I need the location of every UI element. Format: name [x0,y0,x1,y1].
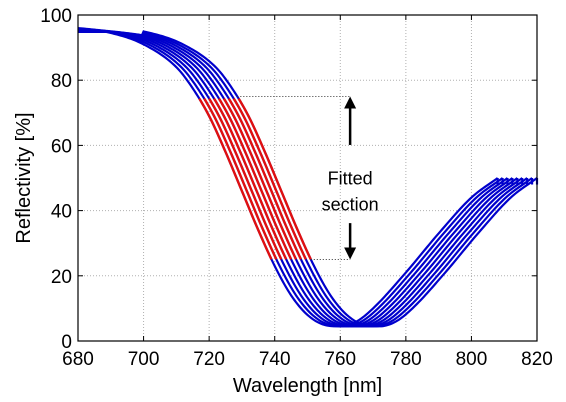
x-tick-label: 820 [521,349,553,370]
fitted-label-line1: Fitted [328,169,373,189]
plot-frame [77,14,538,342]
x-tick-label: 780 [390,349,422,370]
reflectivity-curve [78,28,518,328]
x-tick-label: 740 [259,349,291,370]
y-tick-label: 60 [51,136,72,157]
fitted-segment [222,97,298,260]
x-axis-label: Wavelength [nm] [233,375,382,397]
x-tick-label: 800 [456,349,488,370]
reflectivity-curve [77,26,499,328]
y-axis-label: Reflectivity [%] [13,112,35,243]
fitted-segment [227,97,303,260]
fitted-segment [217,97,293,260]
reflectivity-curve [78,27,509,328]
x-tick-label: 680 [62,349,94,370]
x-tick-label: 700 [128,349,160,370]
down-arrow-head [344,247,357,260]
reflectivity-curve [78,29,523,328]
up-arrow-head [344,96,357,109]
reflectivity-curve [78,27,504,328]
y-tick-label: 20 [51,267,72,288]
fitted-label-line2: section [322,195,379,215]
reflectivity-curve [78,29,528,328]
y-tick-label: 80 [51,71,72,92]
fitted-segment [198,97,273,260]
curve-layer [77,26,539,328]
reflectivity-curve [78,28,514,328]
axis-layer: 680 700 720 740 760 780 800 820 0 20 40 60 80 100 [40,6,553,370]
fitted-segment [232,97,307,260]
reflectivity-curve [78,30,533,328]
y-tick-label: 100 [40,6,72,27]
fitted-segment [203,97,278,260]
y-tick-label: 0 [61,332,72,353]
fitted-segment [237,97,312,260]
fitted-segment [208,97,283,260]
annotation-layer [237,96,357,260]
fitted-segment [213,97,288,260]
x-tick-label: 760 [324,349,356,370]
y-tick-label: 40 [51,202,72,223]
x-tick-label: 720 [193,349,225,370]
